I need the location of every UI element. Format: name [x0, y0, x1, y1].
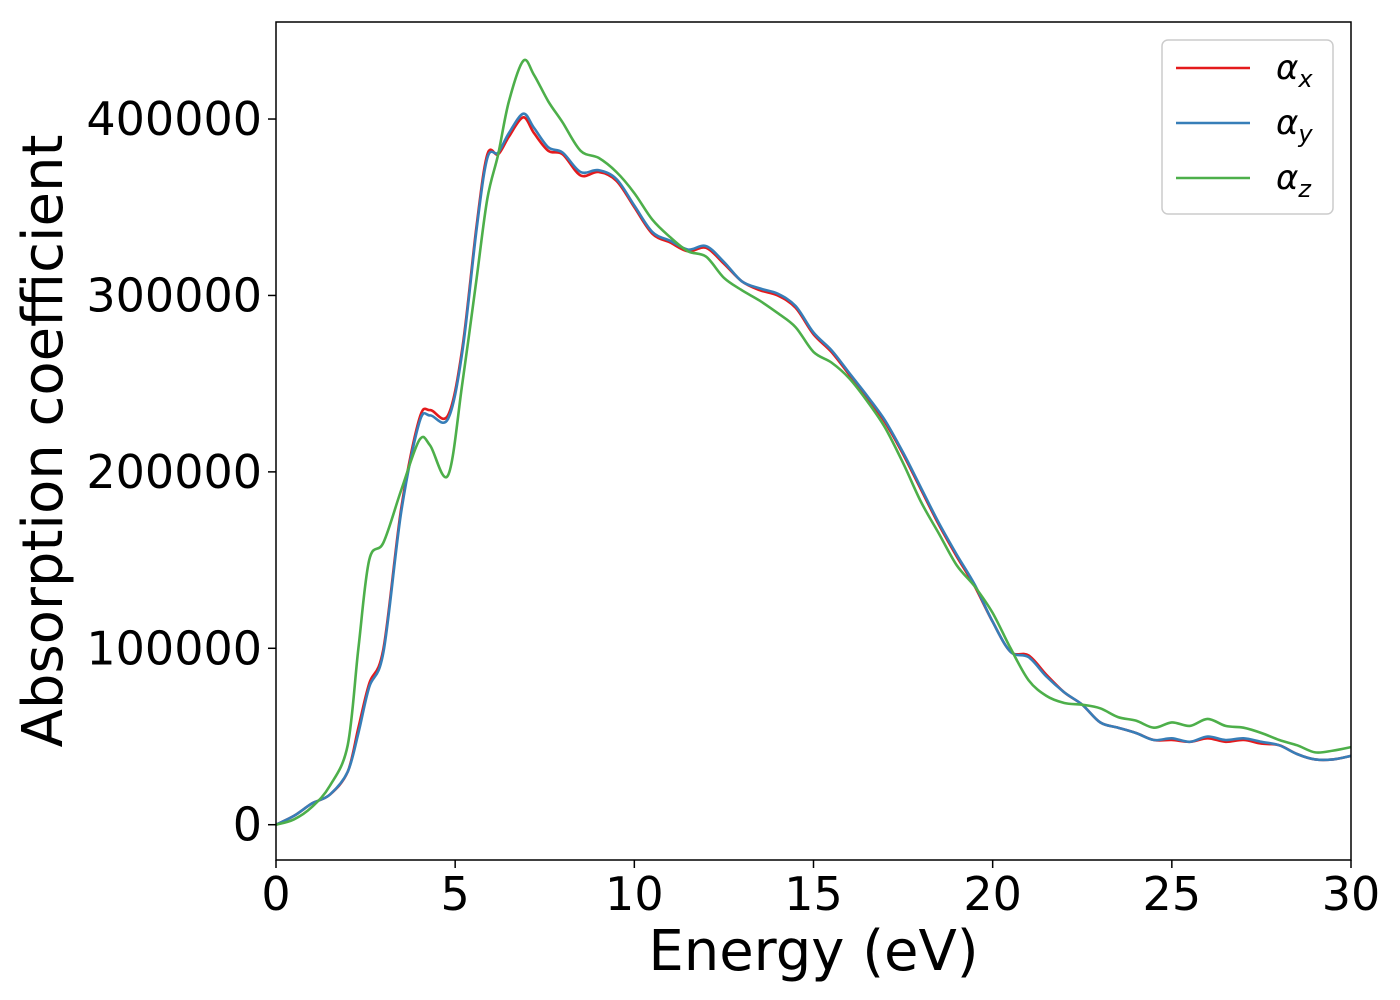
legend-subscript: z	[1297, 175, 1312, 203]
x-tick-label: 0	[261, 867, 290, 921]
legend-label-z: αz	[1276, 158, 1312, 203]
y-tick-label: 300000	[86, 268, 262, 322]
legend-subscript: y	[1297, 120, 1313, 148]
x-axis-label: Energy (eV)	[648, 919, 978, 984]
y-tick-label: 100000	[86, 621, 262, 675]
y-axis: 0 100000 200000 300000 400000	[86, 92, 276, 852]
x-axis: 0 5 10 15 20 25 30	[261, 860, 1380, 921]
x-tick-label: 15	[784, 867, 843, 921]
legend-label-x: αx	[1276, 48, 1313, 93]
legend-symbol: α	[1276, 48, 1298, 88]
series-line-z	[276, 58, 1351, 826]
x-tick-label: 5	[441, 867, 470, 921]
legend-subscript: x	[1297, 65, 1313, 93]
y-tick-label: 400000	[86, 92, 262, 146]
x-tick-label: 10	[605, 867, 664, 921]
y-tick-label: 0	[233, 798, 262, 852]
legend-symbol: α	[1276, 158, 1298, 198]
y-axis-label: Absorption coefficient	[11, 135, 76, 748]
legend-box	[1161, 39, 1334, 215]
series-layer	[276, 58, 1351, 826]
legend-symbol: α	[1276, 103, 1298, 143]
legend-label-y: αy	[1276, 103, 1313, 148]
series-line-y	[276, 112, 1351, 826]
x-tick-label: 20	[963, 867, 1022, 921]
x-tick-label: 30	[1322, 867, 1381, 921]
y-tick-label: 200000	[86, 445, 262, 499]
x-tick-label: 25	[1143, 867, 1202, 921]
